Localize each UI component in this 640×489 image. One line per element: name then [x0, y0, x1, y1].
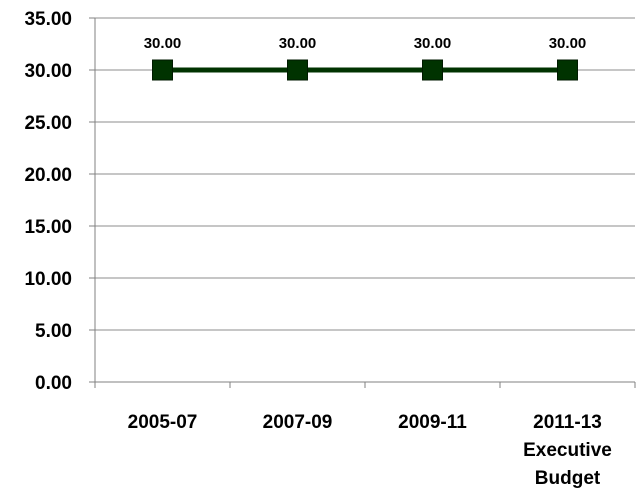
y-tick-label: 35.00 — [24, 9, 72, 30]
data-point-marker — [152, 59, 173, 81]
x-category-label-line: 2009-11 — [398, 412, 467, 433]
data-label: 30.00 — [414, 35, 452, 52]
x-category-label-line: Budget — [535, 468, 601, 489]
gridlines — [95, 17, 635, 331]
x-category-label-line: 2007-09 — [263, 412, 333, 433]
y-tick-label: 25.00 — [24, 113, 72, 134]
data-label: 30.00 — [549, 35, 587, 52]
series-markers — [152, 59, 578, 81]
data-labels: 30.00 30.00 30.00 30.00 — [144, 35, 587, 52]
axes — [89, 17, 636, 388]
y-tick-label: 15.00 — [24, 217, 72, 238]
data-point-marker — [557, 59, 578, 81]
x-axis-category-labels: 2005-07 2007-09 2009-11 2011-13 Executive Bud… — [128, 412, 612, 489]
y-tick-label: 20.00 — [24, 165, 72, 186]
x-category-label: 2011-13 Executive Budget — [523, 412, 612, 489]
y-tick-label: 5.00 — [35, 321, 72, 342]
x-category-label-line: 2005-07 — [128, 412, 198, 433]
y-tick-label: 30.00 — [24, 61, 72, 82]
x-category-label: 2007-09 — [263, 412, 333, 433]
x-category-label: 2009-11 — [398, 412, 467, 433]
x-category-label-line: Executive — [523, 440, 612, 461]
data-label: 30.00 — [144, 35, 182, 52]
y-tick-label: 0.00 — [35, 373, 72, 394]
x-category-label: 2005-07 — [128, 412, 198, 433]
data-point-marker — [287, 59, 308, 81]
x-category-label-line: 2011-13 — [533, 412, 602, 433]
data-point-marker — [422, 59, 443, 81]
data-label: 30.00 — [279, 35, 317, 52]
y-axis-tick-labels: 0.00 5.00 10.00 15.00 20.00 25.00 30.00 35.00 — [24, 9, 72, 394]
y-tick-label: 10.00 — [24, 269, 72, 290]
